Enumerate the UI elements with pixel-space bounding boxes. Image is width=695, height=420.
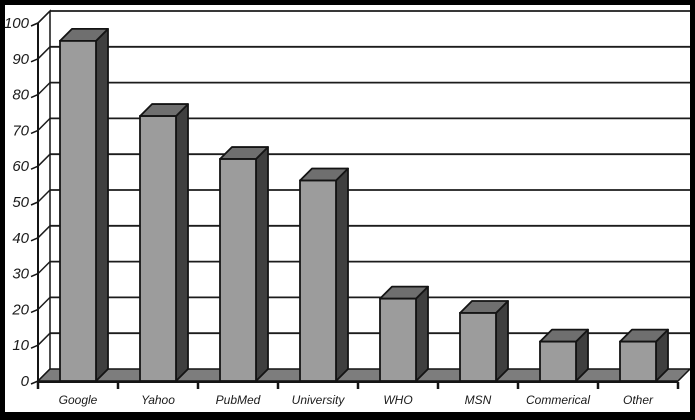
x-axis-label: WHO <box>383 393 412 407</box>
wall-step-line <box>37 153 51 167</box>
bar-university <box>299 167 349 382</box>
y-axis-label: 90 <box>12 51 29 68</box>
bar-who <box>379 285 429 382</box>
bar-google <box>59 27 109 382</box>
wall-step-line <box>37 261 51 275</box>
bar-front-face <box>299 179 337 382</box>
bar-side-face <box>335 167 349 382</box>
bar-side-face <box>95 27 109 382</box>
y-axis-label: 50 <box>12 194 29 211</box>
y-tick <box>30 93 39 99</box>
wall-step-line <box>37 82 51 96</box>
y-tick <box>30 129 39 135</box>
wall-step-line <box>37 189 51 203</box>
bar-side-face <box>255 146 269 382</box>
x-axis-label: Commerical <box>526 393 590 407</box>
y-axis-label: 0 <box>21 373 30 390</box>
bar-other <box>619 328 669 382</box>
x-axis-label: Google <box>59 393 98 407</box>
x-axis-label: Other <box>623 393 654 407</box>
y-axis-label: 30 <box>12 266 29 283</box>
bar-pubmed <box>219 146 269 382</box>
wall-step-line <box>37 46 51 60</box>
wall-step-line <box>37 296 51 310</box>
wall-step-line <box>37 10 51 24</box>
wall-step-line <box>37 117 51 131</box>
x-axis-label: Yahoo <box>141 393 175 407</box>
bar-front-face <box>539 340 577 382</box>
chart-floor <box>36 368 692 382</box>
y-axis-label: 80 <box>12 87 29 104</box>
y-tick <box>30 344 39 349</box>
bar-side-face <box>175 103 189 382</box>
bar-front-face <box>379 297 417 382</box>
frame-left <box>0 0 5 420</box>
y-tick <box>30 58 39 63</box>
y-axis-label: 70 <box>12 122 29 139</box>
bar-side-face <box>415 285 429 382</box>
y-tick <box>30 22 39 27</box>
x-axis-label: PubMed <box>216 393 261 407</box>
bar-front-face <box>139 115 177 382</box>
y-axis-label: 20 <box>11 301 29 318</box>
bar-yahoo <box>139 103 189 382</box>
y-axis-label: 100 <box>4 15 30 32</box>
bar-commerical <box>539 328 589 382</box>
bar-side-face <box>495 300 509 382</box>
wall-step-line <box>37 225 51 239</box>
y-tick <box>30 272 39 278</box>
y-tick <box>30 308 39 314</box>
y-tick <box>30 237 39 242</box>
x-axis-label: MSN <box>465 393 492 407</box>
y-tick <box>30 201 39 206</box>
y-tick <box>30 165 39 170</box>
bar-front-face <box>219 158 257 382</box>
y-axis-label: 40 <box>12 230 29 247</box>
bar-msn <box>459 300 509 382</box>
y-axis-label: 60 <box>12 158 29 175</box>
y-axis-label: 10 <box>12 337 29 354</box>
bar-front-face <box>619 340 657 382</box>
frame-top <box>0 0 695 5</box>
bar-front-face <box>459 312 497 382</box>
frame-right <box>690 0 695 420</box>
frame-bottom <box>0 412 695 420</box>
bar-front-face <box>59 40 97 382</box>
x-axis-label: University <box>292 393 346 407</box>
wall-step-line <box>37 332 51 346</box>
